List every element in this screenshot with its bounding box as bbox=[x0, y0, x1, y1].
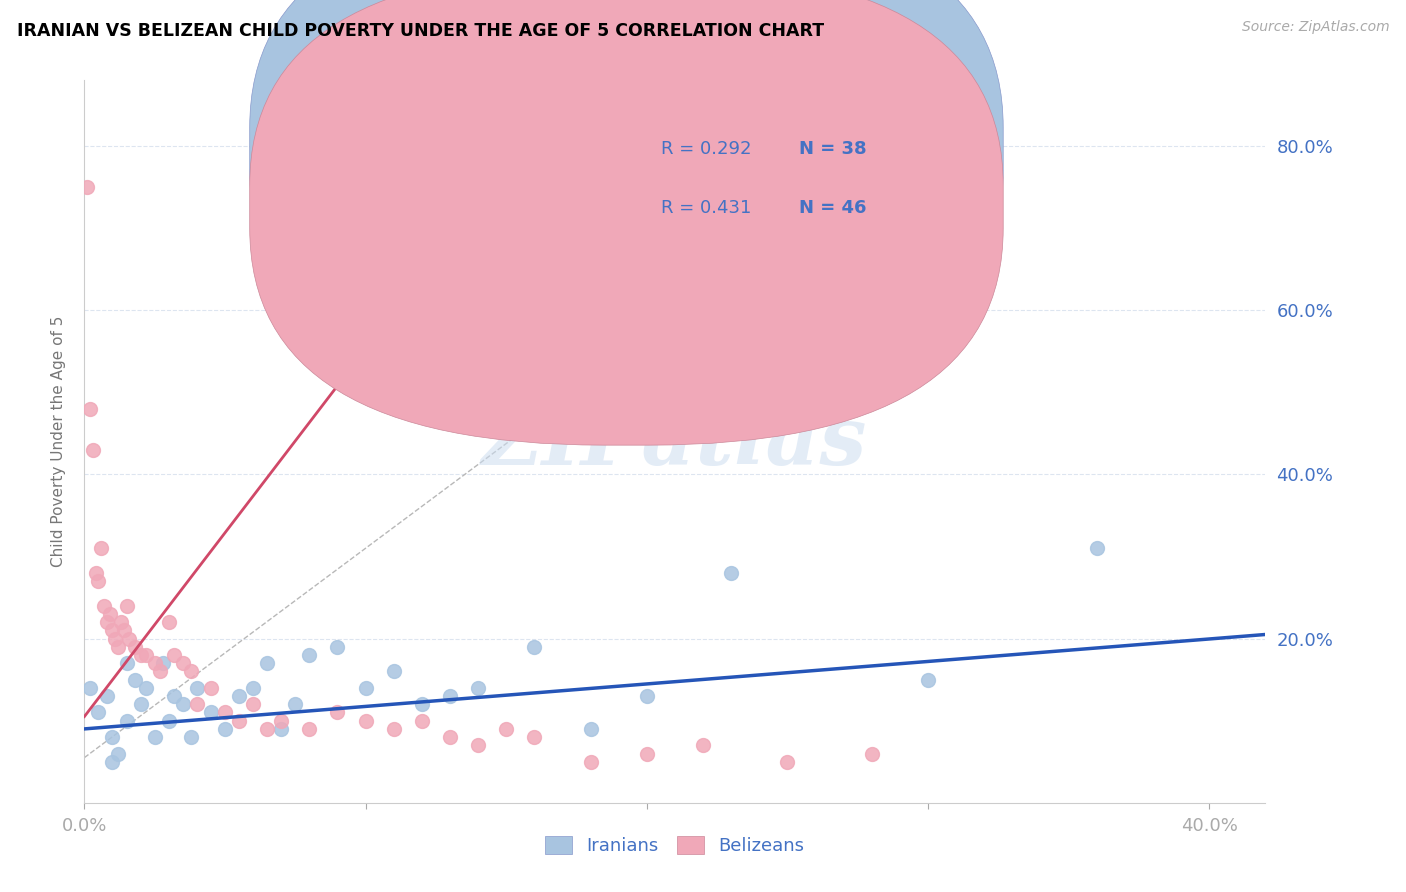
Point bbox=[439, 730, 461, 744]
Point bbox=[180, 665, 202, 679]
Point bbox=[129, 648, 152, 662]
Point bbox=[242, 681, 264, 695]
Point bbox=[107, 640, 129, 654]
Point bbox=[917, 673, 939, 687]
Point bbox=[256, 722, 278, 736]
Point bbox=[76, 180, 98, 194]
Point bbox=[82, 442, 104, 457]
Point bbox=[495, 722, 517, 736]
Point bbox=[118, 632, 141, 646]
Point bbox=[214, 706, 236, 720]
Point bbox=[172, 698, 194, 712]
Point bbox=[101, 624, 124, 638]
Point bbox=[104, 632, 127, 646]
FancyBboxPatch shape bbox=[581, 105, 959, 246]
Point bbox=[523, 730, 546, 744]
Point bbox=[96, 615, 118, 630]
Point bbox=[579, 722, 602, 736]
Point bbox=[101, 755, 124, 769]
Point bbox=[110, 615, 132, 630]
Point bbox=[411, 714, 433, 728]
Point bbox=[172, 657, 194, 671]
Point bbox=[214, 722, 236, 736]
Point bbox=[467, 739, 489, 753]
Point bbox=[157, 714, 180, 728]
Point bbox=[284, 698, 307, 712]
Point bbox=[84, 566, 107, 580]
Point bbox=[200, 706, 222, 720]
Text: N = 38: N = 38 bbox=[799, 140, 866, 158]
Point bbox=[115, 714, 138, 728]
Point bbox=[242, 698, 264, 712]
Point bbox=[135, 681, 157, 695]
Point bbox=[354, 681, 377, 695]
Point bbox=[439, 689, 461, 703]
Point bbox=[1085, 541, 1108, 556]
Point bbox=[112, 624, 135, 638]
Point bbox=[124, 640, 146, 654]
Text: R = 0.292: R = 0.292 bbox=[661, 140, 751, 158]
Point bbox=[411, 698, 433, 712]
Point bbox=[298, 648, 321, 662]
Point bbox=[79, 401, 101, 416]
Legend: Iranians, Belizeans: Iranians, Belizeans bbox=[546, 836, 804, 855]
Point bbox=[270, 722, 292, 736]
Point bbox=[776, 755, 799, 769]
Y-axis label: Child Poverty Under the Age of 5: Child Poverty Under the Age of 5 bbox=[51, 316, 66, 567]
Point bbox=[93, 599, 115, 613]
Point bbox=[256, 657, 278, 671]
Point bbox=[636, 689, 658, 703]
Point bbox=[382, 722, 405, 736]
Point bbox=[186, 698, 208, 712]
Point bbox=[326, 640, 349, 654]
Point bbox=[87, 574, 110, 588]
Point bbox=[228, 689, 250, 703]
Point bbox=[124, 673, 146, 687]
Point bbox=[382, 665, 405, 679]
Text: R = 0.431: R = 0.431 bbox=[661, 199, 751, 217]
Point bbox=[200, 681, 222, 695]
Point bbox=[860, 747, 883, 761]
Point bbox=[692, 739, 714, 753]
Point bbox=[270, 714, 292, 728]
Text: N = 46: N = 46 bbox=[799, 199, 866, 217]
Point bbox=[186, 681, 208, 695]
Point bbox=[157, 615, 180, 630]
Point bbox=[79, 681, 101, 695]
Point bbox=[579, 755, 602, 769]
Point bbox=[467, 681, 489, 695]
Text: ZIPatlas: ZIPatlas bbox=[482, 401, 868, 482]
Point bbox=[143, 657, 166, 671]
Point bbox=[143, 730, 166, 744]
Point bbox=[115, 657, 138, 671]
Point bbox=[90, 541, 112, 556]
Point bbox=[180, 730, 202, 744]
Point bbox=[135, 648, 157, 662]
Point bbox=[152, 657, 174, 671]
Point bbox=[98, 607, 121, 621]
Point bbox=[298, 722, 321, 736]
Point bbox=[107, 747, 129, 761]
Point bbox=[636, 747, 658, 761]
Point bbox=[228, 714, 250, 728]
Point bbox=[326, 706, 349, 720]
Point bbox=[523, 640, 546, 654]
Point bbox=[115, 599, 138, 613]
Point bbox=[720, 566, 742, 580]
Point bbox=[96, 689, 118, 703]
Point bbox=[129, 698, 152, 712]
Text: IRANIAN VS BELIZEAN CHILD POVERTY UNDER THE AGE OF 5 CORRELATION CHART: IRANIAN VS BELIZEAN CHILD POVERTY UNDER … bbox=[17, 22, 824, 40]
Point bbox=[163, 648, 186, 662]
FancyBboxPatch shape bbox=[250, 0, 1004, 387]
Point bbox=[101, 730, 124, 744]
Text: Source: ZipAtlas.com: Source: ZipAtlas.com bbox=[1241, 20, 1389, 34]
Point bbox=[163, 689, 186, 703]
Point bbox=[354, 714, 377, 728]
Point bbox=[149, 665, 172, 679]
FancyBboxPatch shape bbox=[250, 0, 1004, 445]
Point bbox=[87, 706, 110, 720]
